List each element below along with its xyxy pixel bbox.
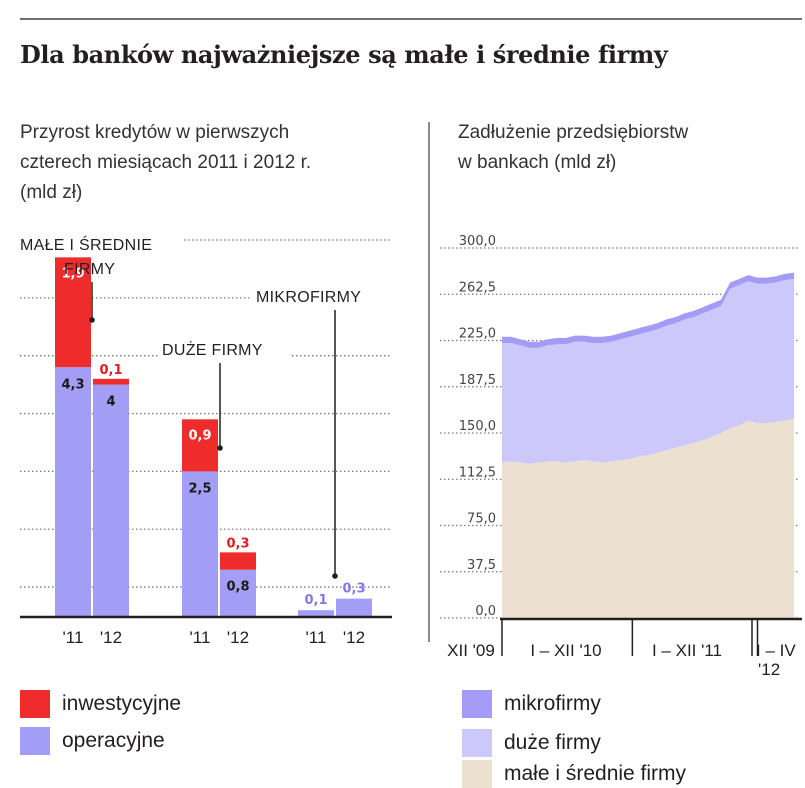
right-subtitle-line: Zadłużenie przedsiębiorstw (458, 122, 689, 143)
bar-operating (93, 384, 129, 616)
area-sme (502, 418, 794, 618)
x-tick-label: '11 (306, 628, 327, 647)
bar-investment (220, 552, 256, 570)
legend-swatch-investment (20, 690, 50, 718)
leader-line-micro-dot (332, 573, 338, 579)
legend-swatch-operating (20, 727, 50, 755)
y-tick-label: 262,5 (459, 280, 496, 295)
bar-investment (55, 257, 91, 368)
group-label-sme: FIRMY (64, 261, 115, 278)
legend-swatch-large (462, 729, 492, 757)
bar-operating (336, 598, 372, 616)
x-period-label: XII '09 (447, 641, 495, 660)
leader-line-large-dot (217, 445, 223, 451)
left-subtitle-line: (mld zł) (20, 182, 83, 203)
bar-investment (93, 378, 129, 385)
data-label-operating: 0,1 (304, 593, 327, 608)
legend-label-sme: małe i średnie firmy (504, 762, 687, 785)
data-label-investment: 0,1 (99, 363, 122, 378)
x-tick-label: '12 (343, 628, 365, 647)
left-chart-subtitle: Przyrost kredytów w pierwszych czterech … (20, 118, 420, 208)
y-tick-label: 150,0 (459, 419, 496, 434)
right-chart-subtitle: Zadłużenie przedsiębiorstw w bankach (ml… (458, 118, 788, 178)
legend-label-large: duże firmy (504, 731, 601, 754)
chart-divider (428, 122, 430, 642)
page-title: Dla banków najważniejsze są małe i średn… (20, 40, 668, 69)
x-period-label: I – XII '11 (652, 641, 722, 660)
bar-operating (220, 569, 256, 616)
x-tick-label: '11 (63, 628, 84, 647)
bar-operating (55, 367, 91, 616)
legend-item-micro: mikrofirmy (462, 690, 601, 718)
label-panel (158, 334, 292, 362)
bar-investment (182, 419, 218, 472)
legend-label-micro: mikrofirmy (504, 692, 601, 715)
right-subtitle-line: w bankach (mld zł) (458, 152, 617, 173)
x-tick-label: '12 (227, 628, 249, 647)
top-rule (20, 18, 802, 20)
leader-line-sme-dot (89, 317, 95, 323)
data-label-operating: 2,5 (188, 481, 211, 496)
legend-label-operating: operacyjne (62, 729, 165, 752)
bar-operating (298, 610, 334, 616)
legend-swatch-sme (462, 760, 492, 788)
data-label-investment: 0,3 (226, 536, 249, 551)
group-label-sme: MAŁE I ŚREDNIE (20, 235, 152, 254)
area-large (502, 278, 794, 464)
data-label-operating: 0,8 (226, 580, 249, 595)
bar-operating (182, 471, 218, 616)
data-label-operating: 4 (106, 395, 115, 410)
legend-item-operating: operacyjne (20, 727, 165, 755)
y-tick-label: 0,0 (475, 604, 496, 619)
legend-item-investment: inwestycyjne (20, 690, 181, 718)
area-micro (502, 272, 794, 348)
legend-item-sme: małe i średnie firmy (462, 760, 686, 788)
x-tick-label: '11 (190, 628, 211, 647)
x-tick-label: '12 (100, 628, 122, 647)
legend-swatch-micro (462, 690, 492, 718)
left-subtitle-line: czterech miesiącach 2011 i 2012 r. (20, 152, 312, 173)
label-panel (18, 229, 184, 283)
x-period-label: I – XII '10 (530, 641, 601, 660)
credit-growth-bar-chart: 4,3 1,9 '11 4 0,1 '12 2,5 0,9 '11 0,8 0,3 '12 0,1 '11… (18, 229, 394, 647)
y-tick-label: 187,5 (459, 373, 496, 388)
y-tick-label: 37,5 (467, 558, 496, 573)
y-tick-label: 225,0 (459, 327, 496, 342)
data-label-operating: 0,3 (342, 582, 365, 597)
y-tick-label: 300,0 (459, 234, 496, 249)
legend-label-investment: inwestycyjne (62, 692, 182, 715)
label-panel (252, 281, 394, 309)
data-label-investment: 1,9 (61, 266, 84, 281)
group-label-micro: MIKROFIRMY (256, 289, 361, 306)
data-label-investment: 0,9 (188, 428, 211, 443)
corporate-debt-area-chart: 0,0 37,5 75,0 112,5 150,0 187,5 225,0 262,5 300,… (440, 234, 802, 679)
y-tick-label: 112,5 (459, 465, 496, 480)
legend-item-large: duże firmy (462, 729, 601, 757)
group-label-large: DUŻE FIRMY (162, 340, 263, 359)
x-period-label: I – IV '12 (756, 641, 796, 679)
left-subtitle-line: Przyrost kredytów w pierwszych (20, 122, 290, 143)
data-label-operating: 4,3 (61, 377, 84, 392)
y-tick-label: 75,0 (467, 512, 496, 527)
